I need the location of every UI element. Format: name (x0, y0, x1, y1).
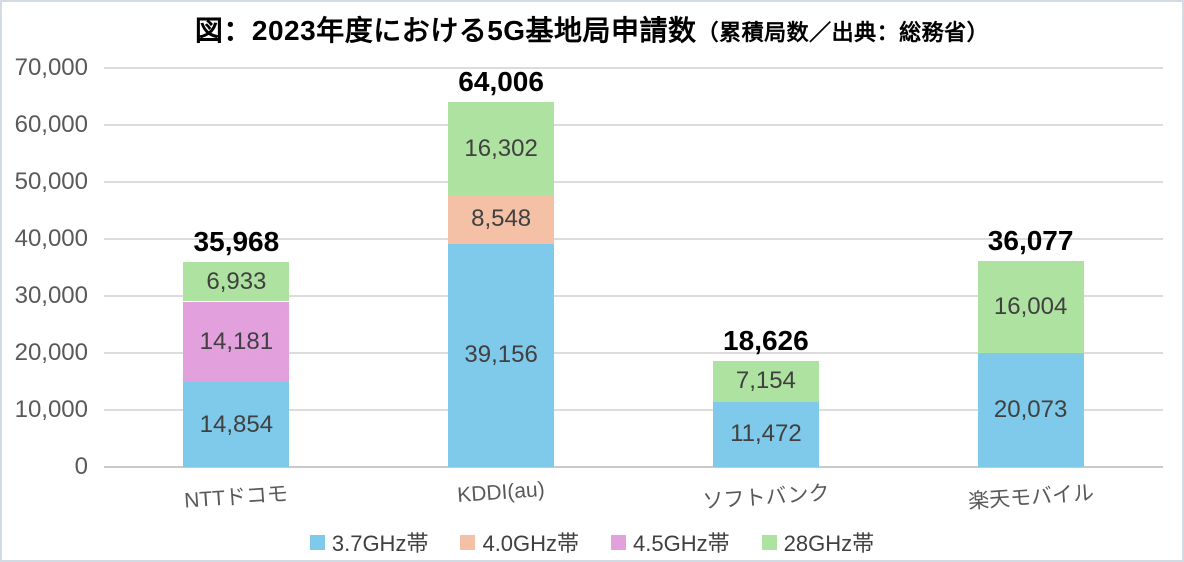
legend-item: 3.7GHz帯 (309, 526, 429, 558)
legend-label: 4.0GHz帯 (482, 531, 580, 556)
gridline (104, 466, 1163, 468)
bar-segment: 11,472 (712, 401, 819, 467)
y-axis-label: 30,000 (14, 282, 88, 309)
y-axis-label: 40,000 (14, 225, 88, 252)
bar-segment: 16,004 (977, 261, 1084, 353)
bar-segment: 14,854 (183, 382, 290, 467)
bar-segment-label: 7,154 (735, 367, 796, 395)
bar-total-label: 36,077 (987, 225, 1074, 257)
bar-segment-label: 14,854 (199, 410, 274, 438)
chart-title-note: （累積局数／出典：総務省） (696, 20, 990, 45)
gridline (104, 124, 1163, 126)
bar-total-label: 64,006 (458, 66, 544, 98)
legend-item: 28GHz帯 (761, 526, 875, 558)
legend-swatch (611, 534, 627, 550)
bar-segment-label: 6,933 (206, 267, 267, 295)
gridline (104, 352, 1163, 354)
bar-total-label: 18,626 (723, 324, 809, 356)
legend-item: 4.0GHz帯 (460, 526, 579, 558)
x-axis-label: 楽天モバイル (967, 481, 1095, 514)
legend-swatch (460, 534, 476, 550)
y-axis-label: 0 (74, 453, 88, 480)
bar-segment-label: 16,004 (993, 292, 1068, 320)
gridline (104, 181, 1163, 183)
gridline (104, 295, 1163, 297)
x-axis-label: KDDI(au) (456, 477, 546, 508)
bar-segment: 39,156 (448, 243, 555, 467)
legend-label: 3.7GHz帯 (331, 531, 429, 556)
y-axis-label: 50,000 (14, 168, 88, 195)
y-axis-label: 10,000 (14, 396, 88, 423)
bar-segment: 16,302 (448, 102, 555, 196)
bar-segment-label: 14,181 (199, 327, 274, 355)
x-axis-label: NTTドコモ (183, 482, 290, 513)
bar-segment: 20,073 (977, 352, 1084, 467)
y-axis-label: 60,000 (14, 111, 88, 138)
y-axis-label: 20,000 (14, 339, 88, 366)
gridline (104, 67, 1163, 69)
bar-segment-label: 11,472 (730, 420, 802, 448)
bar-segment-label: 39,156 (464, 341, 538, 369)
chart-title-main: 図：2023年度における5G基地局申請数 (194, 15, 697, 46)
legend-swatch (309, 534, 325, 550)
gridline (104, 238, 1163, 240)
legend-label: 4.5GHz帯 (633, 531, 730, 556)
bar-segment: 8,548 (448, 195, 555, 244)
legend-swatch (761, 534, 777, 550)
chart-title: 図：2023年度における5G基地局申請数（累積局数／出典：総務省） (2, 9, 1182, 49)
bar-total-label: 35,968 (193, 225, 280, 257)
legend-item: 4.5GHz帯 (611, 526, 730, 558)
bar-segment: 14,181 (183, 301, 290, 383)
bar-segment: 7,154 (712, 360, 819, 402)
bar-segment-label: 8,548 (471, 205, 532, 233)
bar-segment: 6,933 (183, 261, 290, 302)
legend: 3.7GHz帯 4.0GHz帯 4.5GHz帯 28GHz帯 (2, 526, 1182, 558)
y-axis-label: 70,000 (14, 54, 88, 81)
legend-label: 28GHz帯 (783, 531, 875, 556)
bar-segment-label: 16,302 (464, 134, 538, 162)
bar-segment-label: 20,073 (993, 395, 1068, 423)
gridline (104, 409, 1163, 411)
x-axis-label: ソフトバンク (701, 481, 831, 514)
